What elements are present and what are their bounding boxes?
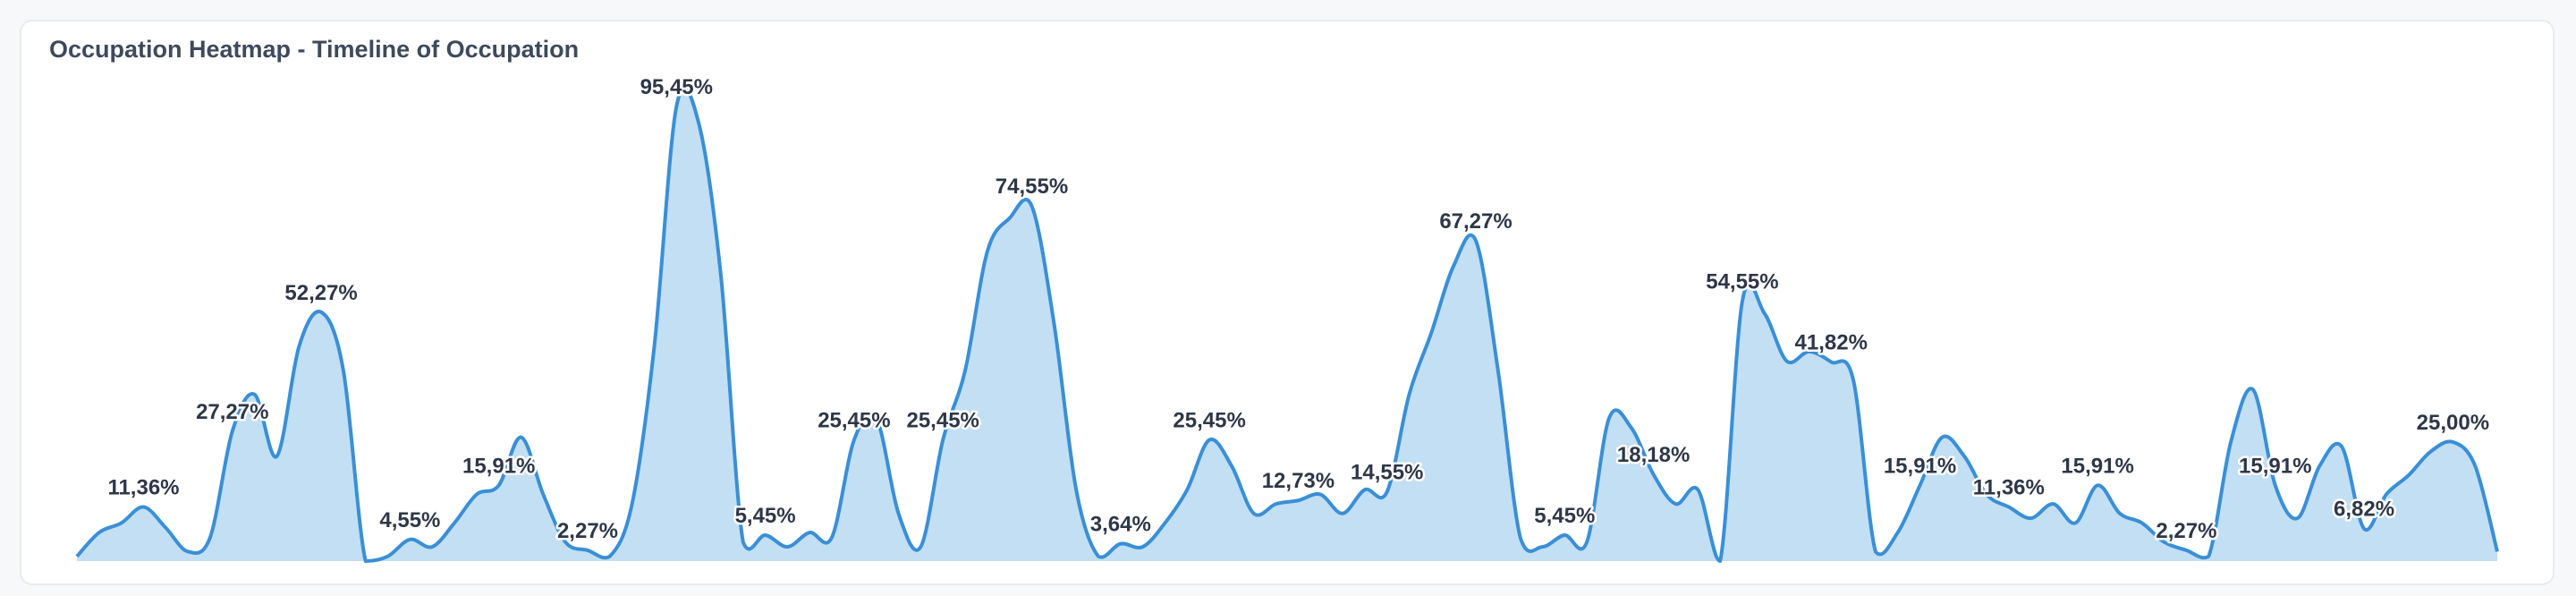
chart-title: Occupation Heatmap - Timeline of Occupat… (49, 36, 579, 63)
data-label: 11,36% (107, 476, 179, 500)
area-fill (77, 88, 2497, 561)
data-label: 15,91% (2061, 454, 2133, 478)
data-label: 25,00% (2417, 411, 2489, 435)
data-label: 25,45% (906, 409, 979, 433)
area-line (75, 86, 2499, 563)
data-label: 25,45% (1173, 409, 1245, 433)
data-label: 67,27% (1439, 209, 1512, 234)
card (20, 20, 2555, 585)
data-label: 15,91% (2239, 454, 2311, 478)
data-label: 12,73% (1262, 469, 1335, 493)
data-label: 2,27% (2156, 519, 2216, 543)
data-label: 27,27% (196, 400, 268, 424)
data-label: 5,45% (735, 504, 796, 528)
data-label: 15,91% (462, 454, 535, 478)
data-label: 54,55% (1706, 270, 1778, 294)
data-label: 2,27% (557, 519, 618, 543)
data-label: 3,64% (1090, 513, 1151, 537)
data-label: 41,82% (1795, 330, 1868, 354)
data-label: 4,55% (379, 508, 440, 532)
data-label: 6,82% (2334, 498, 2394, 522)
data-label: 95,45% (640, 75, 713, 99)
data-label: 52,27% (284, 281, 357, 305)
data-label: 11,36% (1973, 476, 2045, 500)
data-label: 18,18% (1617, 443, 1690, 467)
data-label: 15,91% (1884, 454, 1956, 478)
data-label: 74,55% (996, 175, 1068, 199)
data-label: 5,45% (1534, 504, 1595, 528)
data-label: 14,55% (1351, 461, 1423, 485)
data-label: 25,45% (818, 409, 890, 433)
